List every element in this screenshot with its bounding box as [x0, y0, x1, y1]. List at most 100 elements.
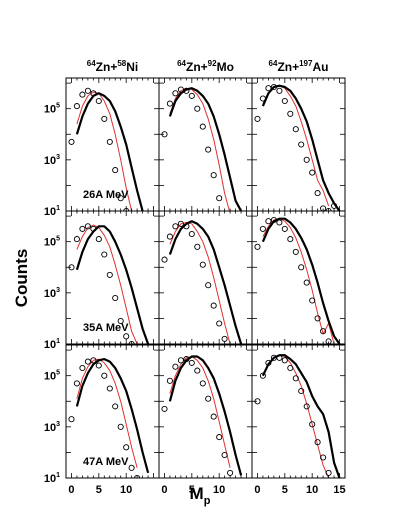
x-tick-label: 10 — [213, 484, 225, 496]
data-point — [210, 302, 217, 309]
panel — [158, 77, 253, 212]
data-point — [73, 236, 80, 243]
data-point — [188, 359, 195, 366]
plot-area — [68, 87, 144, 224]
column-title: 64Zn+58Ni — [87, 59, 138, 74]
projectile-label: Zn+ — [277, 60, 299, 74]
data-point — [281, 97, 288, 105]
target-label: Au — [312, 60, 328, 74]
data-point — [112, 403, 119, 410]
data-point — [166, 233, 173, 240]
data-point — [79, 91, 86, 98]
x-tick-label: 15 — [333, 484, 345, 496]
energy-label: 26A MeV — [83, 189, 129, 201]
data-point — [205, 282, 212, 289]
data-point — [276, 219, 283, 226]
data-point — [303, 279, 310, 286]
y-tick-exponent: 5 — [56, 103, 60, 110]
data-point — [161, 256, 168, 263]
data-point — [166, 100, 173, 107]
data-point — [320, 328, 327, 335]
data-point — [254, 243, 261, 250]
model-red-curve — [169, 356, 231, 468]
plot-area — [161, 86, 243, 211]
data-point — [172, 363, 179, 370]
data-point — [210, 413, 217, 420]
y-tick-base: 10 — [44, 288, 56, 300]
data-point — [254, 115, 261, 122]
y-axis-label: Counts — [12, 249, 31, 308]
data-point — [117, 423, 124, 430]
panel: 0 5 10 15 — [251, 344, 346, 496]
energy-label: 35A MeV — [83, 322, 129, 334]
data-point — [287, 236, 294, 243]
model-black-curve — [75, 92, 144, 211]
data-point — [177, 220, 184, 227]
data-point — [309, 169, 316, 176]
data-point — [281, 225, 288, 232]
y-tick-label: 101 — [44, 338, 60, 351]
x-tick-label: 10 — [306, 484, 318, 496]
y-tick-exponent: 1 — [56, 472, 60, 479]
data-point — [172, 223, 179, 230]
plot-area — [68, 223, 150, 344]
data-point — [265, 85, 272, 92]
data-point — [194, 243, 201, 250]
data-point — [183, 356, 190, 363]
projectile-mass: 64 — [177, 59, 186, 68]
data-point — [129, 219, 134, 224]
data-point — [205, 395, 212, 402]
plot-area — [254, 83, 341, 211]
x-axis-label: Mp — [190, 484, 211, 507]
data-point — [95, 362, 102, 369]
data-point — [117, 317, 124, 325]
data-point — [221, 451, 228, 459]
target-mass: 92 — [208, 59, 217, 68]
model-red-curve — [169, 222, 231, 344]
y-tick-exponent: 3 — [56, 421, 60, 428]
y-tick-exponent: 5 — [56, 370, 60, 377]
data-point — [298, 264, 305, 271]
data-point — [303, 156, 310, 163]
data-point — [276, 87, 283, 94]
plot-area — [161, 355, 243, 476]
y-tick-base: 10 — [44, 422, 56, 434]
data-point — [112, 167, 119, 174]
data-point — [128, 464, 135, 471]
model-red-curve — [76, 91, 133, 211]
x-tick-label: 0 — [161, 484, 167, 496]
model-black-curve — [168, 220, 243, 344]
target-label: Mo — [217, 60, 234, 74]
plot-area — [254, 216, 341, 344]
projectile-label: Zn+ — [96, 60, 118, 74]
target-mass: 197 — [299, 59, 313, 68]
y-tick-exponent: 3 — [56, 154, 60, 161]
data-point — [101, 372, 108, 379]
column-titles: 64Zn+58Ni 64Zn+92Mo 64Zn+197Au — [87, 59, 329, 74]
data-point — [199, 380, 206, 387]
y-tick-exponent: 1 — [56, 205, 60, 212]
data-point — [172, 90, 179, 97]
data-point — [101, 251, 108, 258]
data-point — [79, 364, 86, 372]
y-tick-base: 10 — [44, 339, 56, 351]
projectile-mass: 64 — [87, 59, 96, 68]
data-point — [292, 248, 299, 255]
data-point — [309, 297, 316, 304]
data-point — [265, 359, 272, 366]
data-point — [270, 83, 277, 91]
data-point — [259, 225, 266, 232]
data-point — [227, 469, 234, 476]
model-black-curve — [261, 354, 341, 478]
data-point — [73, 380, 80, 387]
data-point — [106, 271, 113, 278]
data-point — [95, 236, 102, 243]
x-tick-label: 5 — [282, 484, 288, 496]
plot-area — [161, 220, 243, 344]
data-point — [199, 261, 206, 268]
model-black-curve — [75, 225, 150, 344]
data-point — [199, 123, 206, 130]
data-point — [188, 230, 195, 238]
data-point — [259, 372, 266, 379]
